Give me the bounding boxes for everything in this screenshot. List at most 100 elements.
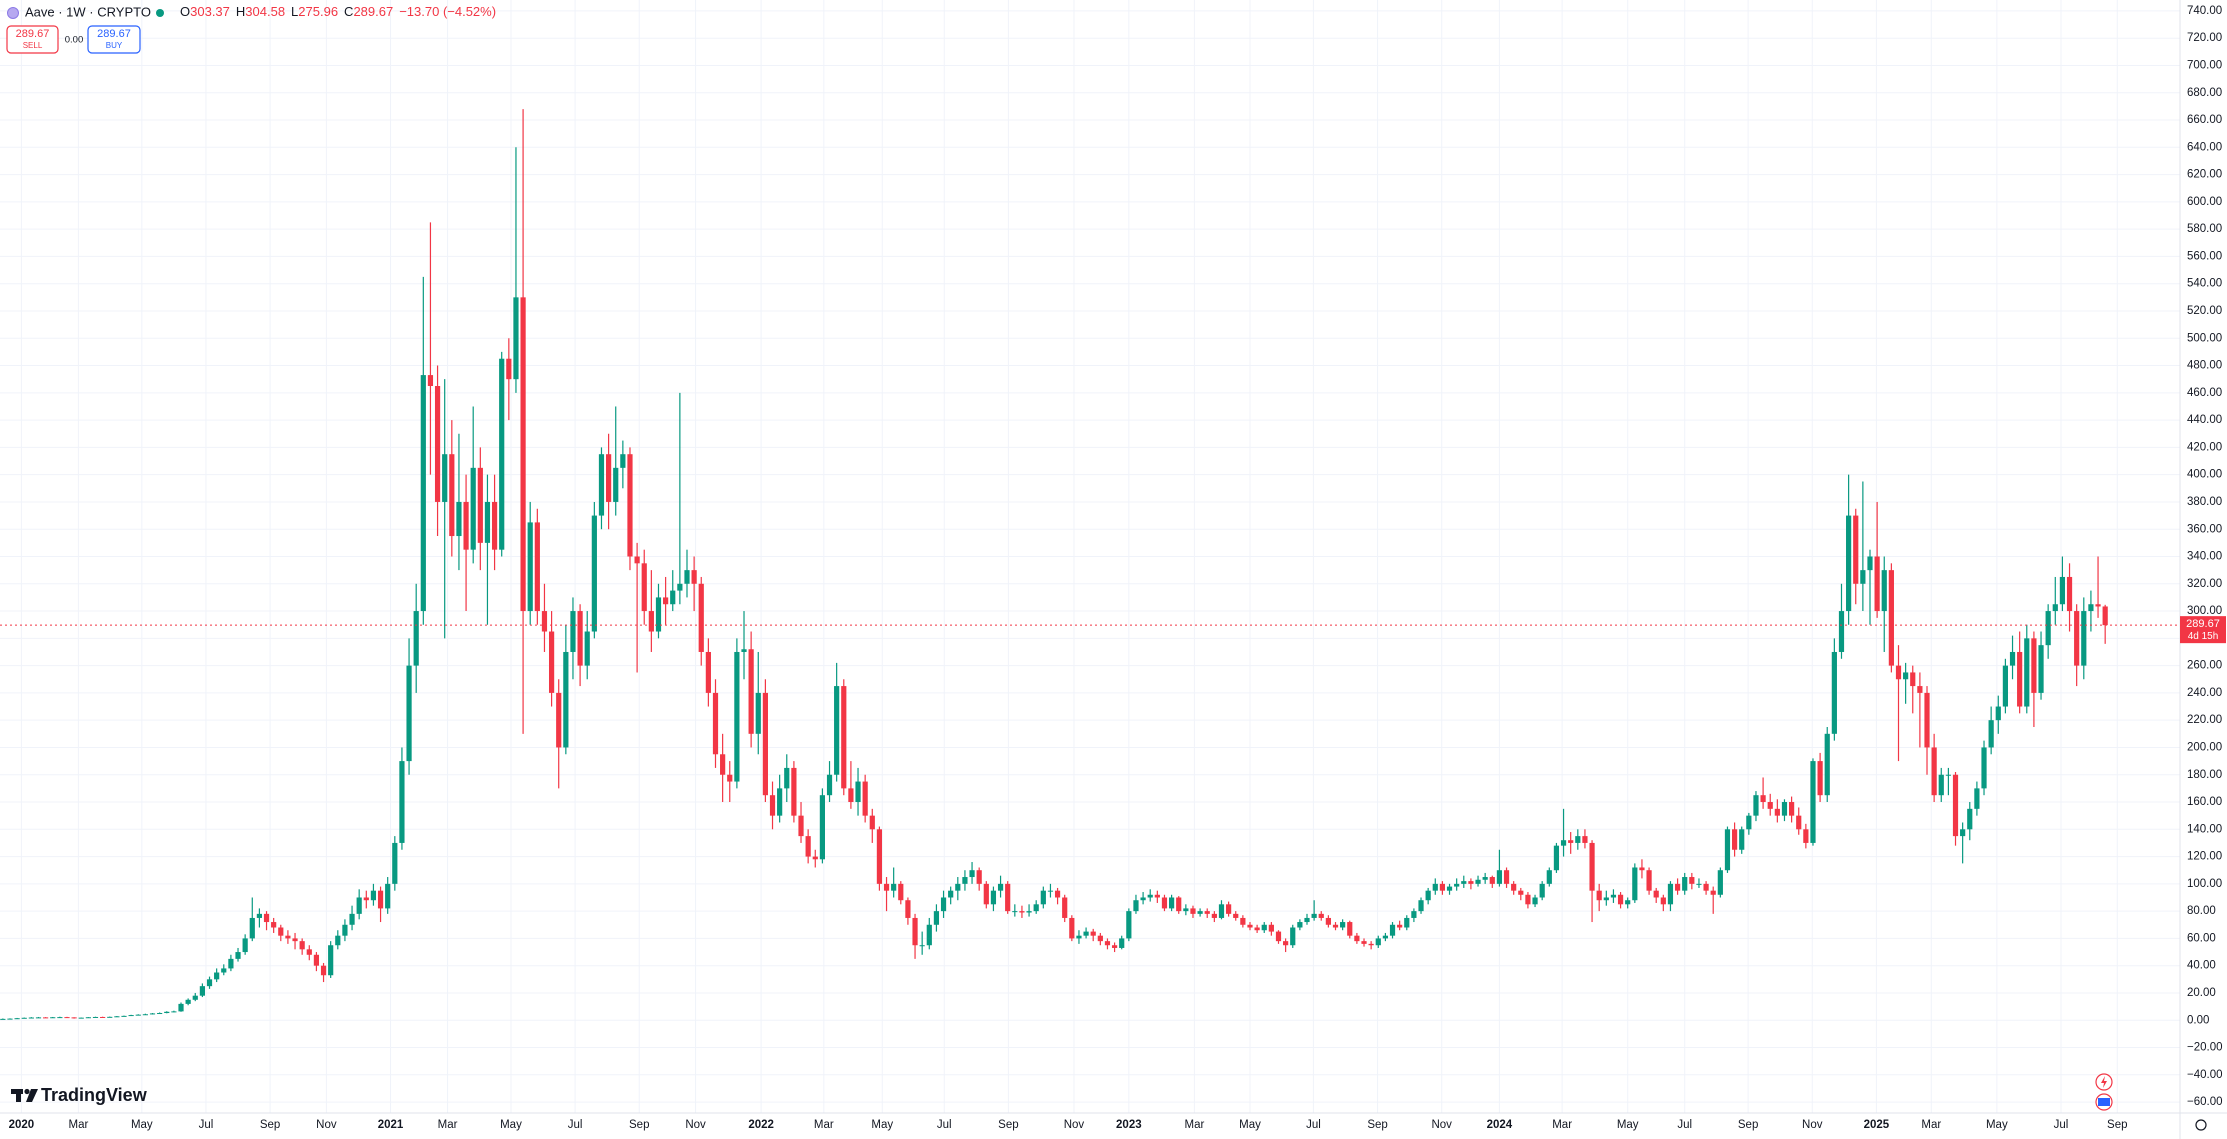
candle-body	[1981, 747, 1987, 789]
candle-body	[1511, 883, 1517, 891]
candle-body	[1931, 747, 1937, 796]
candle-body	[1760, 795, 1766, 803]
sell-label: SELL	[23, 41, 43, 50]
candle-body	[1831, 651, 1837, 734]
candle-body	[1803, 829, 1809, 843]
candle-body	[1995, 706, 2001, 721]
x-tick-label: Jul	[2054, 1119, 2069, 1131]
candle-body	[869, 815, 875, 830]
candle-body	[1404, 917, 1410, 928]
candle-body	[285, 935, 291, 939]
candle-body	[1432, 883, 1438, 891]
sell-button[interactable]	[6, 25, 59, 54]
alert-bolt	[2101, 1076, 2107, 1088]
candle-body	[1425, 890, 1431, 901]
candle-body	[1361, 941, 1367, 944]
candle-body	[819, 795, 825, 860]
logo-text[interactable]: TradingView	[41, 1085, 148, 1105]
candle-body	[14, 1018, 20, 1020]
x-tick-label: 2025	[1864, 1119, 1890, 1131]
x-tick-label: 2024	[1487, 1119, 1513, 1131]
candle-body	[449, 454, 455, 537]
candle-body	[1411, 911, 1417, 918]
candle-body	[1347, 922, 1353, 936]
candle-body	[791, 767, 797, 816]
candle-body	[798, 815, 804, 837]
candle-body	[377, 890, 384, 909]
y-tick-label: 560.00	[2187, 250, 2222, 262]
candle-body	[955, 883, 961, 891]
candle-body	[1682, 877, 1688, 891]
candle-body	[741, 649, 747, 652]
candle-body	[85, 1017, 91, 1019]
candle-body	[121, 1015, 127, 1017]
candle-body	[1596, 890, 1602, 901]
candle-body	[1710, 890, 1716, 895]
ohlc-value: 304.58	[245, 4, 285, 19]
candle-body	[720, 754, 726, 775]
y-tick-label: 320.00	[2187, 578, 2222, 590]
x-tick-label: Nov	[1431, 1119, 1452, 1131]
candle-body	[363, 897, 369, 901]
sell-price: 289.67	[16, 28, 50, 40]
candle-body	[1275, 931, 1282, 942]
x-tick-label: Sep	[1367, 1119, 1387, 1131]
candle-body	[1297, 922, 1303, 928]
candle-body	[1860, 570, 1866, 584]
y-tick-label: 620.00	[2187, 169, 2222, 181]
candle-body	[1382, 935, 1388, 939]
candle-body	[748, 649, 754, 734]
candle-body	[356, 897, 362, 914]
candle-body	[1667, 883, 1674, 905]
candle-body	[1375, 938, 1381, 946]
candle-body	[1689, 877, 1695, 884]
candle-body	[1111, 945, 1118, 948]
symbol-icon	[7, 7, 19, 19]
candle-body	[2088, 604, 2094, 612]
candle-body	[891, 883, 897, 891]
candle-body	[271, 922, 277, 928]
y-tick-label: 20.00	[2187, 987, 2216, 999]
candle-body	[470, 467, 476, 550]
candle-body	[698, 583, 704, 652]
candle-body	[1062, 897, 1068, 918]
candle-body	[677, 583, 683, 591]
candle-body	[178, 1003, 184, 1012]
axes: −60.00 −40.00 −20.00 0.00 20.00 40.00 60.00 80.…	[9, 5, 2226, 1131]
x-tick-label: May	[1986, 1119, 2008, 1131]
buy-button[interactable]	[87, 25, 141, 54]
candle-body	[157, 1013, 163, 1015]
candle-body	[1988, 720, 1994, 748]
candle-body	[905, 900, 911, 918]
candle-body	[1283, 941, 1289, 946]
candle-body	[1731, 829, 1738, 850]
candle-body	[1960, 829, 1966, 837]
candle-body	[926, 924, 932, 946]
y-tick-label: 400.00	[2187, 469, 2222, 481]
candle-body	[584, 631, 590, 666]
candle-body	[2031, 638, 2037, 693]
candle-body	[1069, 917, 1075, 939]
candle-body	[848, 788, 854, 803]
candle-body	[1418, 900, 1424, 912]
candle-body	[491, 501, 498, 550]
candle-body	[855, 781, 861, 803]
candle-body	[370, 890, 377, 901]
candle-body	[2009, 651, 2016, 666]
y-tick-label: 700.00	[2187, 60, 2222, 72]
candle-body	[883, 883, 890, 891]
candle-body	[1867, 556, 1873, 571]
buy-label: BUY	[106, 41, 123, 50]
candle-body	[648, 611, 654, 632]
y-tick-label: 0.00	[2187, 1014, 2209, 1026]
y-tick-label: 360.00	[2187, 523, 2222, 535]
settings-icon[interactable]	[2195, 1119, 2207, 1131]
candle-body	[385, 883, 391, 909]
symbol-title[interactable]: Aave · 1W · CRYPTO	[25, 4, 151, 19]
ohlc-value: 303.37	[190, 4, 230, 19]
x-tick-label: May	[1239, 1119, 1261, 1131]
candle-body	[691, 570, 697, 584]
ohlc-key: C	[344, 4, 353, 19]
x-tick-label: Sep	[2107, 1119, 2127, 1131]
candle-body	[1895, 665, 1902, 680]
